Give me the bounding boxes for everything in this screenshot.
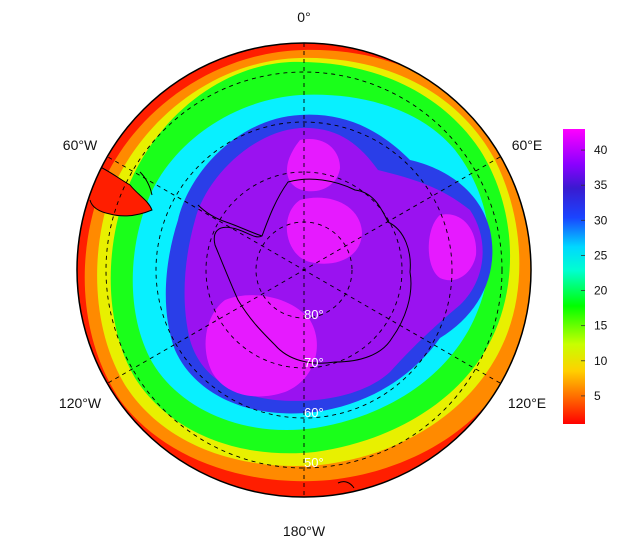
colorbar-tick-label: 5	[594, 389, 601, 403]
latitude-circle-50	[105, 71, 503, 469]
longitude-labels: 0° 60°E 120°E 180°W 120°W 60°W	[59, 9, 546, 539]
antarctic-peninsula	[197, 204, 263, 237]
colorbar: 5 10 15 20 25 30 35 40	[563, 129, 608, 424]
lon-label-180w: 180°W	[283, 523, 326, 539]
lon-label-0: 0°	[297, 9, 310, 25]
island-coastline	[337, 481, 355, 489]
latitude-labels: 80° 70° 60° 50°	[304, 307, 324, 470]
south-america-coastline	[139, 171, 153, 196]
lat-label-60: 60°	[304, 405, 324, 420]
lon-label-120e: 120°E	[508, 395, 546, 411]
core-magenta-zone	[428, 214, 477, 281]
map-disc	[77, 43, 531, 497]
lon-label-60e: 60°E	[512, 137, 543, 153]
meridian-120e-60w	[107, 156, 501, 384]
colorbar-tick-label: 35	[594, 178, 608, 192]
colorbar-tick-label: 40	[594, 143, 608, 157]
lat-label-80: 80°	[304, 307, 324, 322]
colorbar-tick-label: 30	[594, 213, 608, 227]
lat-label-70: 70°	[304, 355, 324, 370]
core-magenta-zone	[287, 139, 340, 192]
latitude-circle-60	[155, 121, 453, 419]
lon-label-60w: 60°W	[63, 137, 98, 153]
core-magenta-zone	[286, 197, 362, 264]
graticule	[105, 43, 503, 497]
colorbar-tick-label: 10	[594, 354, 608, 368]
colorbar-tick-label: 15	[594, 319, 608, 333]
colorbar-tick-label: 20	[594, 284, 608, 298]
south-america-coastline	[89, 164, 153, 217]
antarctica-coastline	[213, 178, 412, 364]
latitude-circle-70	[205, 171, 403, 369]
lon-label-120w: 120°W	[59, 395, 102, 411]
map-boundary	[76, 42, 532, 498]
lat-label-50: 50°	[304, 455, 324, 470]
colorbar-ramp	[563, 129, 585, 424]
colorbar-tick-label: 25	[594, 248, 608, 262]
core-magenta-zone	[205, 295, 317, 397]
